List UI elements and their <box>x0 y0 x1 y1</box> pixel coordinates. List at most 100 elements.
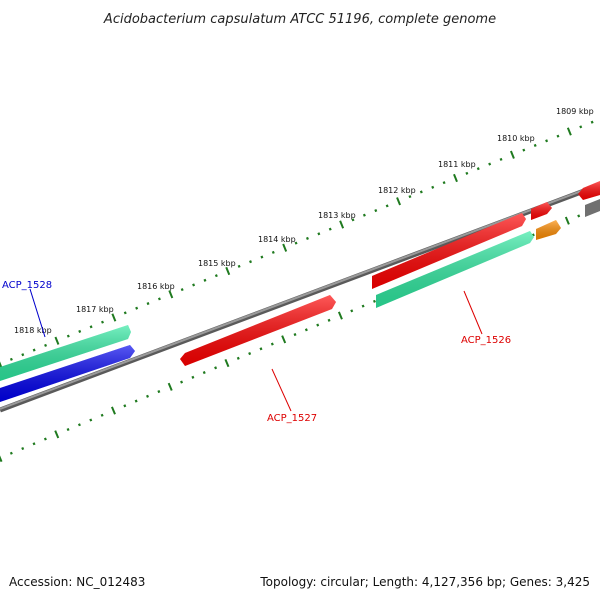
outer-ring-minor-tick <box>271 250 275 254</box>
gene-acp-1526-teal[interactable] <box>376 231 534 308</box>
outer-ring-minor-tick <box>237 264 241 268</box>
outer-ring-minor-tick <box>180 288 184 292</box>
tick-label-1809: 1809 kbp <box>556 107 594 116</box>
outer-ring-minor-tick <box>328 227 332 231</box>
inner-ring-minor-tick <box>577 214 581 218</box>
outer-ring-major-tick <box>453 173 458 183</box>
tick-label-1813: 1813 kbp <box>318 211 356 220</box>
outer-ring-minor-tick <box>203 278 207 282</box>
inner-ring-major-tick <box>167 382 173 391</box>
genome-summary-text: Topology: circular; Length: 4,127,356 bp… <box>259 575 590 589</box>
outer-ring-minor-tick <box>465 171 469 175</box>
tick-label-1811: 1811 kbp <box>438 160 476 169</box>
outer-ring-minor-tick <box>431 185 435 189</box>
outer-ring-minor-tick <box>385 204 389 208</box>
outer-ring-minor-tick <box>579 125 583 129</box>
gene-acp-1528-blue[interactable] <box>0 345 135 402</box>
label-acp-1528[interactable]: ACP_1528 <box>2 280 52 291</box>
outer-ring-minor-tick <box>89 325 93 329</box>
outer-ring-minor-tick <box>499 157 503 161</box>
label-acp-1526[interactable]: ACP_1526 <box>461 335 511 346</box>
outer-ring-major-tick <box>509 150 515 159</box>
inner-ring-minor-tick <box>134 399 138 403</box>
outer-ring-minor-tick <box>260 255 264 259</box>
outer-ring-minor-tick <box>9 357 13 361</box>
outer-ring-minor-tick <box>317 232 321 236</box>
outer-ring-minor-tick <box>488 162 492 166</box>
outer-ring-minor-tick <box>442 181 446 185</box>
gene-edge-gray-forward[interactable] <box>585 199 600 217</box>
inner-ring-minor-tick <box>270 342 274 346</box>
inner-ring-major-tick <box>337 311 343 320</box>
outer-ring-minor-tick <box>214 274 218 278</box>
inner-ring-minor-tick <box>372 299 376 303</box>
outer-ring-major-tick <box>566 127 572 136</box>
gene-small-orange[interactable] <box>536 220 561 240</box>
outer-ring-minor-tick <box>556 134 560 138</box>
outer-ring-major-tick <box>0 361 3 369</box>
outer-ring-major-tick <box>339 220 345 229</box>
outer-ring-major-tick <box>168 290 174 299</box>
inner-ring-major-tick <box>564 216 570 225</box>
inner-ring-minor-tick <box>191 375 195 379</box>
tick-label-1810: 1810 kbp <box>497 134 535 143</box>
inner-ring-minor-tick <box>180 380 184 384</box>
outer-ring-minor-tick <box>66 334 70 338</box>
callout-acp-1527: ACP_1527 <box>267 368 317 424</box>
inner-ring-minor-tick <box>293 333 297 337</box>
gene-acp-1528-forward[interactable] <box>0 325 131 381</box>
outer-ring-minor-tick <box>78 329 82 333</box>
gene-edge-red-forward[interactable] <box>578 181 600 200</box>
outer-ring-minor-tick <box>21 353 25 357</box>
outer-ring-minor-tick <box>590 120 594 124</box>
gene-small-red-forward[interactable] <box>531 202 552 220</box>
inner-ring-minor-tick <box>202 371 206 375</box>
callout-acp-1526: ACP_1526 <box>461 290 511 346</box>
outer-ring-major-tick <box>396 197 401 206</box>
outer-ring-minor-tick <box>305 236 309 240</box>
genome-backbone <box>0 182 600 413</box>
outer-tick-ring <box>0 120 594 369</box>
inner-ring-major-tick <box>54 430 60 439</box>
inner-ring-minor-tick <box>316 323 320 327</box>
tick-label-1817: 1817 kbp <box>76 305 114 314</box>
inner-ring-minor-tick <box>43 437 47 441</box>
tick-label-1816: 1816 kbp <box>137 282 175 291</box>
outer-ring-minor-tick <box>522 148 526 152</box>
outer-ring-minor-tick <box>123 311 127 315</box>
outer-ring-minor-tick <box>44 343 48 347</box>
outer-ring-minor-tick <box>374 209 378 213</box>
inner-ring-minor-tick <box>100 413 104 417</box>
outer-ring-minor-tick <box>533 143 537 147</box>
tick-label-1818: 1818 kbp <box>14 326 52 335</box>
tick-label-1815: 1815 kbp <box>198 259 236 268</box>
gene-acp-1527[interactable] <box>180 295 336 366</box>
outer-ring-minor-tick <box>32 348 36 352</box>
outer-ring-minor-tick <box>192 283 196 287</box>
inner-ring-major-tick <box>281 335 287 344</box>
outer-ring-minor-tick <box>351 218 355 222</box>
inner-ring-minor-tick <box>531 233 535 237</box>
map-title: Acidobacterium capsulatum ATCC 51196, co… <box>103 12 496 27</box>
outer-ring-minor-tick <box>408 195 412 199</box>
outer-ring-minor-tick <box>545 139 549 143</box>
inner-ring-major-tick <box>224 358 230 368</box>
inner-ring-minor-tick <box>214 366 218 370</box>
outer-ring-minor-tick <box>294 241 298 245</box>
inner-ring-minor-tick <box>259 347 263 351</box>
inner-ring-minor-tick <box>146 394 149 398</box>
gene-acp-1526-forward[interactable] <box>372 213 526 289</box>
outer-ring-minor-tick <box>146 302 150 306</box>
tick-label-1812: 1812 kbp <box>378 186 416 195</box>
outer-ring-minor-tick <box>362 213 366 217</box>
label-acp-1527[interactable]: ACP_1527 <box>267 413 317 424</box>
outer-ring-major-tick <box>54 336 60 345</box>
inner-ring-minor-tick <box>361 304 365 308</box>
outer-ring-major-tick <box>282 243 288 252</box>
inner-ring-minor-tick <box>157 390 161 394</box>
inner-ring-minor-tick <box>21 446 25 451</box>
outer-ring-minor-tick <box>157 297 161 301</box>
inner-ring-minor-tick <box>32 442 36 446</box>
inner-ring-minor-tick <box>89 418 93 422</box>
